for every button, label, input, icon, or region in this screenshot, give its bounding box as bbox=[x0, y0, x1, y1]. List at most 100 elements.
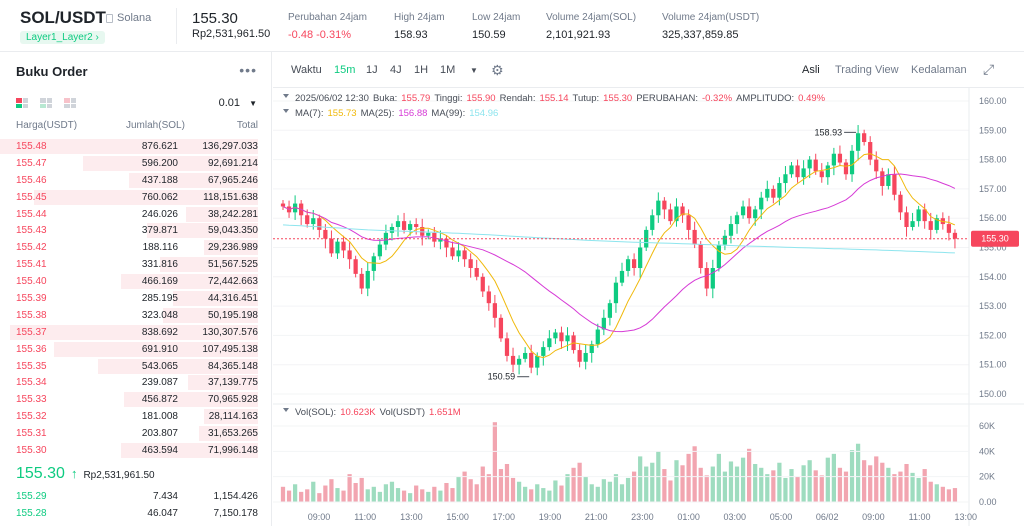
category-tag[interactable]: Layer1_Layer2 › bbox=[20, 31, 105, 44]
ask-row[interactable]: 155.41 331.816 51,567.525 bbox=[0, 256, 272, 273]
candle-body bbox=[728, 224, 734, 236]
ask-qty: 691.910 bbox=[141, 343, 178, 355]
view-both-icon[interactable] bbox=[16, 98, 28, 108]
info-low: 155.14 bbox=[539, 93, 568, 104]
candle-body bbox=[516, 358, 522, 365]
ask-qty: 876.621 bbox=[141, 141, 178, 152]
candle-body bbox=[855, 133, 861, 151]
volume-tick: 40K bbox=[979, 446, 995, 456]
depth-bar bbox=[10, 324, 258, 340]
volume-bar bbox=[886, 467, 891, 502]
ask-row[interactable]: 155.35 543.065 84,365.148 bbox=[0, 358, 272, 375]
collapse-icon bbox=[283, 94, 289, 98]
interval-1j[interactable]: 1J bbox=[366, 64, 378, 76]
candlestick-chart[interactable]: 160.00 159.00 158.00 157.00 156.00 155.00 154.… bbox=[273, 88, 1024, 526]
view-original[interactable]: Asli bbox=[802, 64, 820, 76]
precision-value: 0.01 bbox=[218, 97, 241, 109]
candle-body bbox=[922, 209, 927, 222]
ask-total: 70,965.928 bbox=[207, 394, 258, 406]
candle-body bbox=[692, 229, 697, 245]
candle-body bbox=[753, 209, 758, 219]
precision-select[interactable]: 0.01 ▼ bbox=[219, 97, 257, 109]
volume-bar bbox=[444, 483, 449, 502]
ask-price: 155.34 bbox=[16, 377, 47, 389]
ma25-label: MA(25): bbox=[361, 108, 395, 119]
view-tradingview[interactable]: Trading View bbox=[835, 64, 899, 76]
chart-area[interactable]: 160.00 159.00 158.00 157.00 156.00 155.00 154.… bbox=[273, 88, 1024, 526]
ask-row[interactable]: 155.43 379.871 59,043.350 bbox=[0, 222, 272, 239]
ask-total: 71,996.148 bbox=[207, 445, 258, 457]
ma7-value: 155.73 bbox=[328, 108, 357, 119]
ask-row[interactable]: 155.44 246.026 38,242.281 bbox=[0, 206, 272, 223]
time-tick: 09:00 bbox=[862, 512, 885, 522]
pair-symbol[interactable]: SOL/USDT bbox=[20, 8, 106, 27]
volume-bar bbox=[420, 489, 425, 502]
volume-bar bbox=[559, 485, 564, 502]
ask-row[interactable]: 155.46 437.188 67,965.246 bbox=[0, 172, 272, 189]
ask-row[interactable]: 155.48 876.621 136,297.033 bbox=[0, 138, 272, 155]
volume-bar bbox=[740, 457, 746, 502]
depth-bar bbox=[82, 155, 258, 171]
bid-row[interactable]: 155.29 7.434 1,154.426 bbox=[0, 488, 272, 505]
ask-row[interactable]: 155.30 463.594 71,996.148 bbox=[0, 442, 272, 459]
ask-row[interactable]: 155.36 691.910 107,495.138 bbox=[0, 341, 272, 358]
ask-row[interactable]: 155.32 181.008 28,114.163 bbox=[0, 408, 272, 425]
volume-bar bbox=[789, 469, 794, 502]
candle-body bbox=[849, 150, 855, 175]
price-tick: 159.00 bbox=[979, 125, 1007, 135]
market-header: SOL/USDT Solana Layer1_Layer2 › 155.30 R… bbox=[0, 0, 1024, 52]
ask-row[interactable]: 155.40 466.169 72,442.663 bbox=[0, 273, 272, 290]
fullscreen-icon[interactable]: ⤢ bbox=[983, 61, 995, 77]
depth-bar bbox=[121, 443, 258, 459]
ma25-line bbox=[282, 173, 956, 333]
info-amp-label: AMPLITUDO: bbox=[736, 93, 794, 104]
volume-bar bbox=[819, 475, 824, 502]
stat-value: 158.93 bbox=[394, 29, 428, 41]
view-depth[interactable]: Kedalaman bbox=[911, 64, 967, 76]
time-tick: 11:00 bbox=[354, 512, 376, 522]
candle-body bbox=[668, 209, 673, 222]
volume-bar bbox=[395, 488, 401, 502]
volume-bar bbox=[928, 481, 933, 502]
interval-15m[interactable]: 15m bbox=[334, 64, 356, 76]
volume-bar bbox=[595, 486, 600, 502]
info-open: 155.79 bbox=[401, 93, 430, 104]
volume-bar bbox=[650, 462, 655, 502]
candle-body bbox=[456, 250, 461, 257]
volume-bar bbox=[904, 464, 909, 502]
interval-1h[interactable]: 1H bbox=[414, 64, 429, 76]
volume-bar bbox=[529, 489, 534, 502]
more-options-icon[interactable]: ••• bbox=[239, 62, 257, 78]
ask-qty: 181.008 bbox=[141, 411, 178, 423]
volume-bar bbox=[377, 491, 382, 502]
bid-row[interactable]: 155.28 46.047 7,150.178 bbox=[0, 505, 272, 522]
ask-price: 155.42 bbox=[16, 242, 47, 254]
ask-row[interactable]: 155.45 760.062 118,151.638 bbox=[0, 189, 272, 206]
volume-bar bbox=[716, 453, 721, 502]
volume-bar bbox=[341, 490, 346, 502]
view-asks-icon[interactable] bbox=[64, 98, 76, 108]
ask-row[interactable]: 155.31 203.807 31,653.265 bbox=[0, 425, 272, 442]
more-intervals-icon[interactable]: ▼ bbox=[470, 66, 478, 75]
interval-4j[interactable]: 4J bbox=[390, 64, 402, 76]
price-tick: 157.00 bbox=[979, 184, 1007, 194]
candle-body bbox=[874, 159, 879, 172]
ask-row[interactable]: 155.33 456.872 70,965.928 bbox=[0, 391, 272, 408]
ask-row[interactable]: 155.37 838.692 130,307.576 bbox=[0, 324, 272, 341]
ask-price: 155.44 bbox=[16, 208, 47, 220]
interval-1m[interactable]: 1M bbox=[440, 64, 456, 76]
ask-row[interactable]: 155.38 323.048 50,195.198 bbox=[0, 307, 272, 324]
volume-bar bbox=[359, 477, 364, 502]
ask-row[interactable]: 155.34 239.087 37,139.775 bbox=[0, 374, 272, 391]
candle-body bbox=[480, 276, 485, 292]
time-label[interactable]: Waktu bbox=[291, 64, 322, 76]
gear-icon[interactable]: ⚙ bbox=[491, 62, 504, 78]
ask-row[interactable]: 155.47 596.200 92,691.214 bbox=[0, 155, 272, 172]
view-bids-icon[interactable] bbox=[40, 98, 52, 108]
stat-label: Perubahan 24jam bbox=[288, 12, 367, 23]
depth-bar bbox=[188, 375, 258, 391]
ask-row[interactable]: 155.42 188.116 29,236.989 bbox=[0, 239, 272, 256]
ask-row[interactable]: 155.39 285.195 44,316.451 bbox=[0, 290, 272, 307]
pair-name-group[interactable]: Solana bbox=[106, 12, 151, 24]
ask-total: 29,236.989 bbox=[207, 242, 258, 254]
